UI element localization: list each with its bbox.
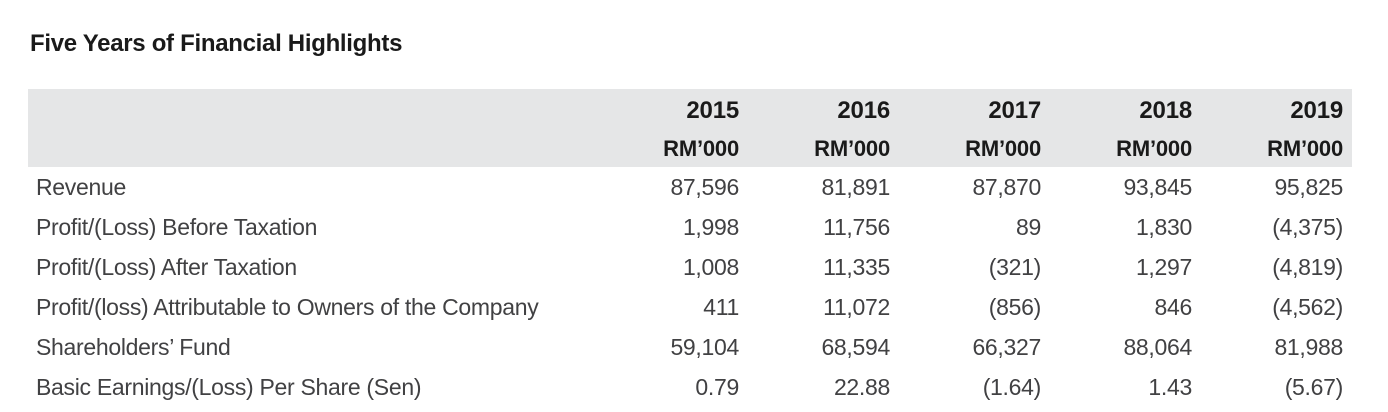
cell-value: 0.79 bbox=[695, 374, 739, 400]
cell-value: 1,008 bbox=[682, 254, 739, 280]
column-header-2015: 2015 RM’000 bbox=[597, 89, 748, 167]
cell-value: 1.43 bbox=[1148, 374, 1192, 400]
cell-value: 59,104 bbox=[670, 334, 739, 360]
cell-value: 1,830 bbox=[1135, 214, 1192, 240]
cell-value: 93,845 bbox=[1123, 174, 1192, 200]
column-header-2016: 2016 RM’000 bbox=[748, 89, 899, 167]
cell-value: 22.88 bbox=[833, 374, 890, 400]
cell-value: 66,327 bbox=[972, 334, 1041, 360]
row-label: Profit/(loss) Attributable to Owners of … bbox=[36, 294, 539, 320]
cell-value: (4,375) bbox=[1272, 214, 1343, 240]
year-label: 2019 bbox=[1290, 97, 1343, 124]
cell-value: 68,594 bbox=[821, 334, 890, 360]
row-label: Revenue bbox=[36, 174, 126, 200]
cell-value: 11,072 bbox=[823, 294, 890, 320]
row-shareholders-fund: Shareholders’ Fund 59,104 68,594 66,327 … bbox=[28, 327, 1352, 367]
cell-value: 846 bbox=[1154, 294, 1193, 320]
column-header-2017: 2017 RM’000 bbox=[899, 89, 1050, 167]
cell-value: 88,064 bbox=[1123, 334, 1192, 360]
table-body: Revenue 87,596 81,891 87,870 93,845 95,8… bbox=[28, 167, 1352, 407]
year-label: 2016 bbox=[837, 97, 890, 124]
cell-value: 95,825 bbox=[1274, 174, 1343, 200]
header-label-spacer bbox=[28, 89, 597, 167]
cell-value: (1.64) bbox=[982, 374, 1042, 400]
year-label: 2018 bbox=[1139, 97, 1192, 124]
column-header-2019: 2019 RM’000 bbox=[1201, 89, 1352, 167]
year-label: 2015 bbox=[686, 97, 739, 124]
financial-highlights-table: 2015 RM’000 2016 RM’000 2017 RM’000 bbox=[28, 89, 1352, 407]
cell-value: 89 bbox=[1016, 214, 1041, 240]
cell-value: (856) bbox=[988, 294, 1042, 320]
cell-value: 11,335 bbox=[823, 254, 890, 280]
row-basic-earnings-per-share: Basic Earnings/(Loss) Per Share (Sen) 0.… bbox=[28, 367, 1352, 407]
cell-value: 81,891 bbox=[821, 174, 890, 200]
row-label: Profit/(Loss) After Taxation bbox=[36, 254, 297, 280]
cell-value: 11,756 bbox=[823, 214, 890, 240]
cell-value: 411 bbox=[703, 294, 739, 320]
year-label: 2017 bbox=[988, 97, 1041, 124]
row-label: Basic Earnings/(Loss) Per Share (Sen) bbox=[36, 374, 422, 400]
cell-value: (5.67) bbox=[1284, 374, 1344, 400]
unit-label: RM’000 bbox=[663, 136, 739, 161]
cell-value: 1,998 bbox=[682, 214, 739, 240]
row-revenue: Revenue 87,596 81,891 87,870 93,845 95,8… bbox=[28, 167, 1352, 207]
row-label: Shareholders’ Fund bbox=[36, 334, 231, 360]
table-header: 2015 RM’000 2016 RM’000 2017 RM’000 bbox=[28, 89, 1352, 167]
row-profit-before-taxation: Profit/(Loss) Before Taxation 1,998 11,7… bbox=[28, 207, 1352, 247]
page-title: Five Years of Financial Highlights bbox=[30, 30, 403, 57]
cell-value: 87,596 bbox=[670, 174, 739, 200]
unit-label: RM’000 bbox=[814, 136, 890, 161]
row-profit-attributable-to-owners: Profit/(loss) Attributable to Owners of … bbox=[28, 287, 1352, 327]
cell-value: 81,988 bbox=[1274, 334, 1343, 360]
header-row: 2015 RM’000 2016 RM’000 2017 RM’000 bbox=[28, 89, 1352, 167]
cell-value: (321) bbox=[988, 254, 1042, 280]
cell-value: 1,297 bbox=[1135, 254, 1192, 280]
cell-value: (4,562) bbox=[1272, 294, 1343, 320]
cell-value: 87,870 bbox=[972, 174, 1041, 200]
unit-label: RM’000 bbox=[1116, 136, 1192, 161]
column-header-2018: 2018 RM’000 bbox=[1050, 89, 1201, 167]
row-profit-after-taxation: Profit/(Loss) After Taxation 1,008 11,33… bbox=[28, 247, 1352, 287]
row-label: Profit/(Loss) Before Taxation bbox=[36, 214, 318, 240]
unit-label: RM’000 bbox=[965, 136, 1041, 161]
unit-label: RM’000 bbox=[1267, 136, 1343, 161]
cell-value: (4,819) bbox=[1272, 254, 1343, 280]
